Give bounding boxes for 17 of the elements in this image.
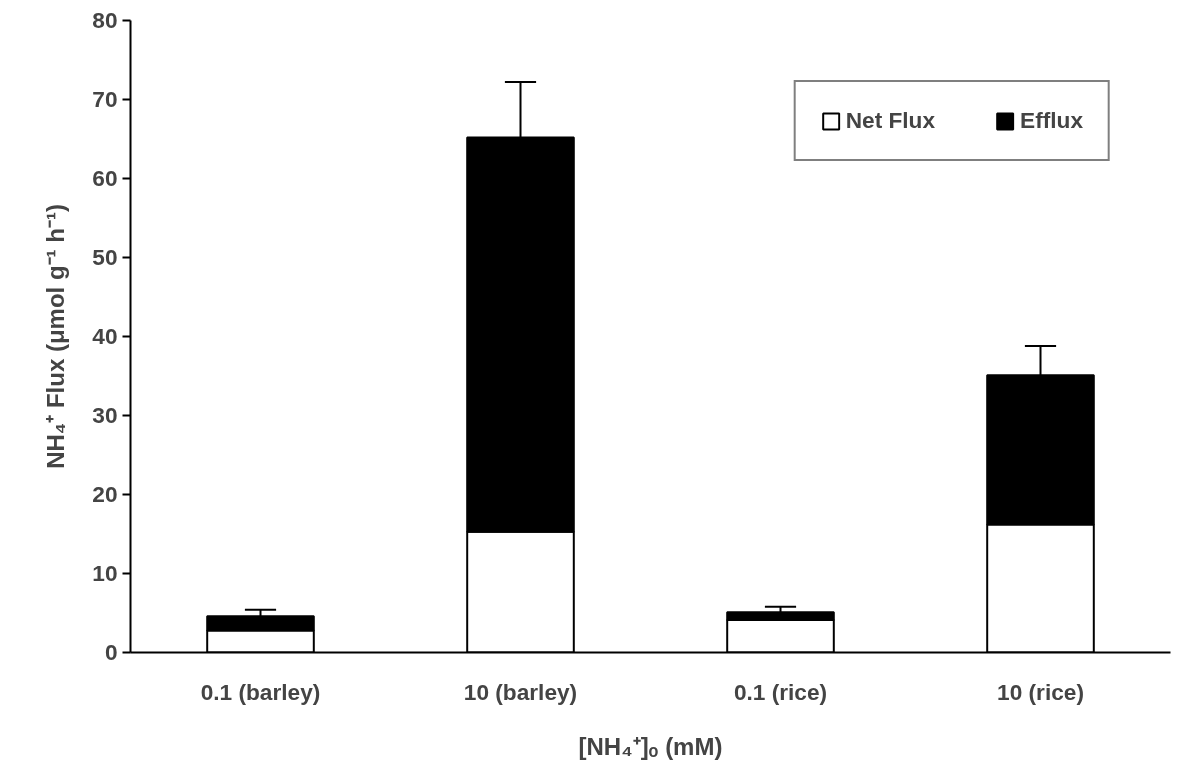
x-tick-label: 0.1 (barley): [200, 678, 321, 705]
y-tick-label: 0: [104, 639, 118, 665]
x-tick-label: 10 (barley): [463, 678, 578, 705]
y-tick-label: 70: [92, 86, 118, 112]
y-axis-title: NH₄⁺ Flux (μmol g⁻¹ h⁻¹): [42, 204, 70, 469]
y-tick-label: 80: [92, 7, 118, 33]
x-tick-label: 10 (rice): [997, 678, 1084, 705]
legend-label: Efflux: [1020, 107, 1083, 134]
y-tick-label: 60: [92, 165, 118, 191]
x-tick-label: 0.1 (rice): [733, 678, 828, 705]
x-axis-title: [NH₄⁺]ₒ (mM): [578, 732, 723, 760]
y-tick-label: 30: [92, 402, 118, 428]
legend-label: Net Flux: [845, 107, 936, 134]
y-tick-label: 50: [92, 244, 118, 270]
y-tick-label: 20: [92, 481, 118, 507]
y-tick-label: 40: [92, 323, 118, 349]
y-tick-label: 10: [92, 560, 118, 586]
